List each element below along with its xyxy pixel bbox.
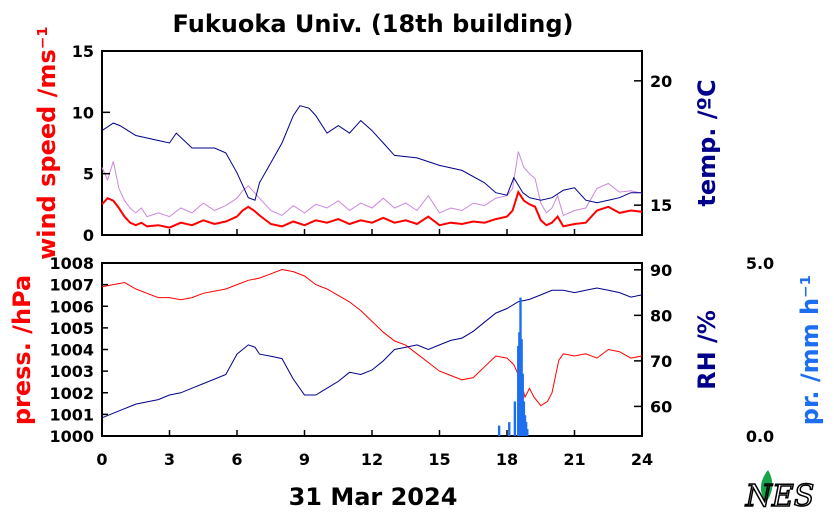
precip-tick-label: 0.0	[746, 427, 774, 446]
pressure-tick-label: 1001	[49, 405, 94, 424]
temp-axis-label: temp. /ºC	[693, 79, 721, 206]
x-tick-label: 9	[299, 450, 310, 469]
x-tick-label: 18	[496, 450, 518, 469]
precip-bar	[513, 401, 517, 436]
x-tick-label: 0	[96, 450, 107, 469]
temp-tick-label: 15	[650, 196, 672, 215]
logo-text: NES	[745, 479, 815, 514]
x-tick-label: 24	[631, 450, 653, 469]
wind-temp-panel: 0 5 10 15 15 20 wind speed /ms⁻¹ temp. /ºC	[33, 26, 721, 260]
top-series-group	[101, 105, 643, 229]
bottom-series-group	[101, 268, 643, 436]
rh-tick-label: 70	[650, 352, 672, 371]
pressure-rh-panel: 1000100110021003100410051006100710086070…	[8, 254, 824, 469]
chart-title: Fukuoka Univ. (18th building)	[173, 10, 574, 38]
temp-tick-label: 20	[650, 72, 672, 91]
pressure-tick-label: 1007	[49, 276, 94, 295]
precip-bar	[508, 422, 511, 436]
bottom-plot-frame	[101, 262, 643, 437]
series-wind_gust-line	[101, 151, 643, 218]
wind-tick-label: 10	[72, 103, 94, 122]
x-tick-label: 12	[361, 450, 383, 469]
precip-bar	[526, 429, 529, 436]
top-tick-group: 0 5 10 15 15 20	[72, 42, 673, 245]
bottom-tick-group: 1000100110021003100410051006100710086070…	[49, 254, 774, 469]
pressure-tick-label: 1002	[49, 384, 94, 403]
wind-tick-label: 0	[83, 226, 94, 245]
pressure-axis-label: press. /hPa	[8, 275, 36, 425]
wind-tick-label: 5	[83, 165, 94, 184]
wind-tick-label: 15	[72, 42, 94, 61]
rh-axis-label: RH /%	[693, 310, 721, 390]
series-rh-line	[101, 287, 643, 419]
x-tick-label: 3	[164, 450, 175, 469]
precip-tick-label: 5.0	[746, 254, 774, 273]
date-label: 31 Mar 2024	[289, 483, 458, 511]
pressure-tick-label: 1000	[49, 427, 94, 446]
precip-bar	[497, 425, 501, 436]
pressure-tick-label: 1008	[49, 254, 94, 273]
x-tick-label: 15	[428, 450, 450, 469]
rh-tick-label: 90	[650, 261, 672, 280]
rh-tick-label: 60	[650, 397, 672, 416]
rh-tick-label: 80	[650, 306, 672, 325]
series-pressure-line	[101, 268, 643, 407]
pressure-tick-label: 1006	[49, 297, 94, 316]
x-tick-label: 6	[231, 450, 242, 469]
wind-axis-label: wind speed /ms⁻¹	[33, 26, 61, 260]
precip-axis-label: pr. /mm h⁻¹	[796, 275, 824, 425]
nes-logo: NES	[744, 470, 815, 515]
pressure-tick-label: 1005	[49, 319, 94, 338]
pressure-tick-label: 1003	[49, 362, 94, 381]
x-tick-label: 21	[563, 450, 585, 469]
logo-leaf-icon	[760, 470, 773, 502]
series-wind-line	[101, 189, 643, 229]
pressure-tick-label: 1004	[49, 341, 94, 360]
series-temp-line	[101, 105, 642, 204]
